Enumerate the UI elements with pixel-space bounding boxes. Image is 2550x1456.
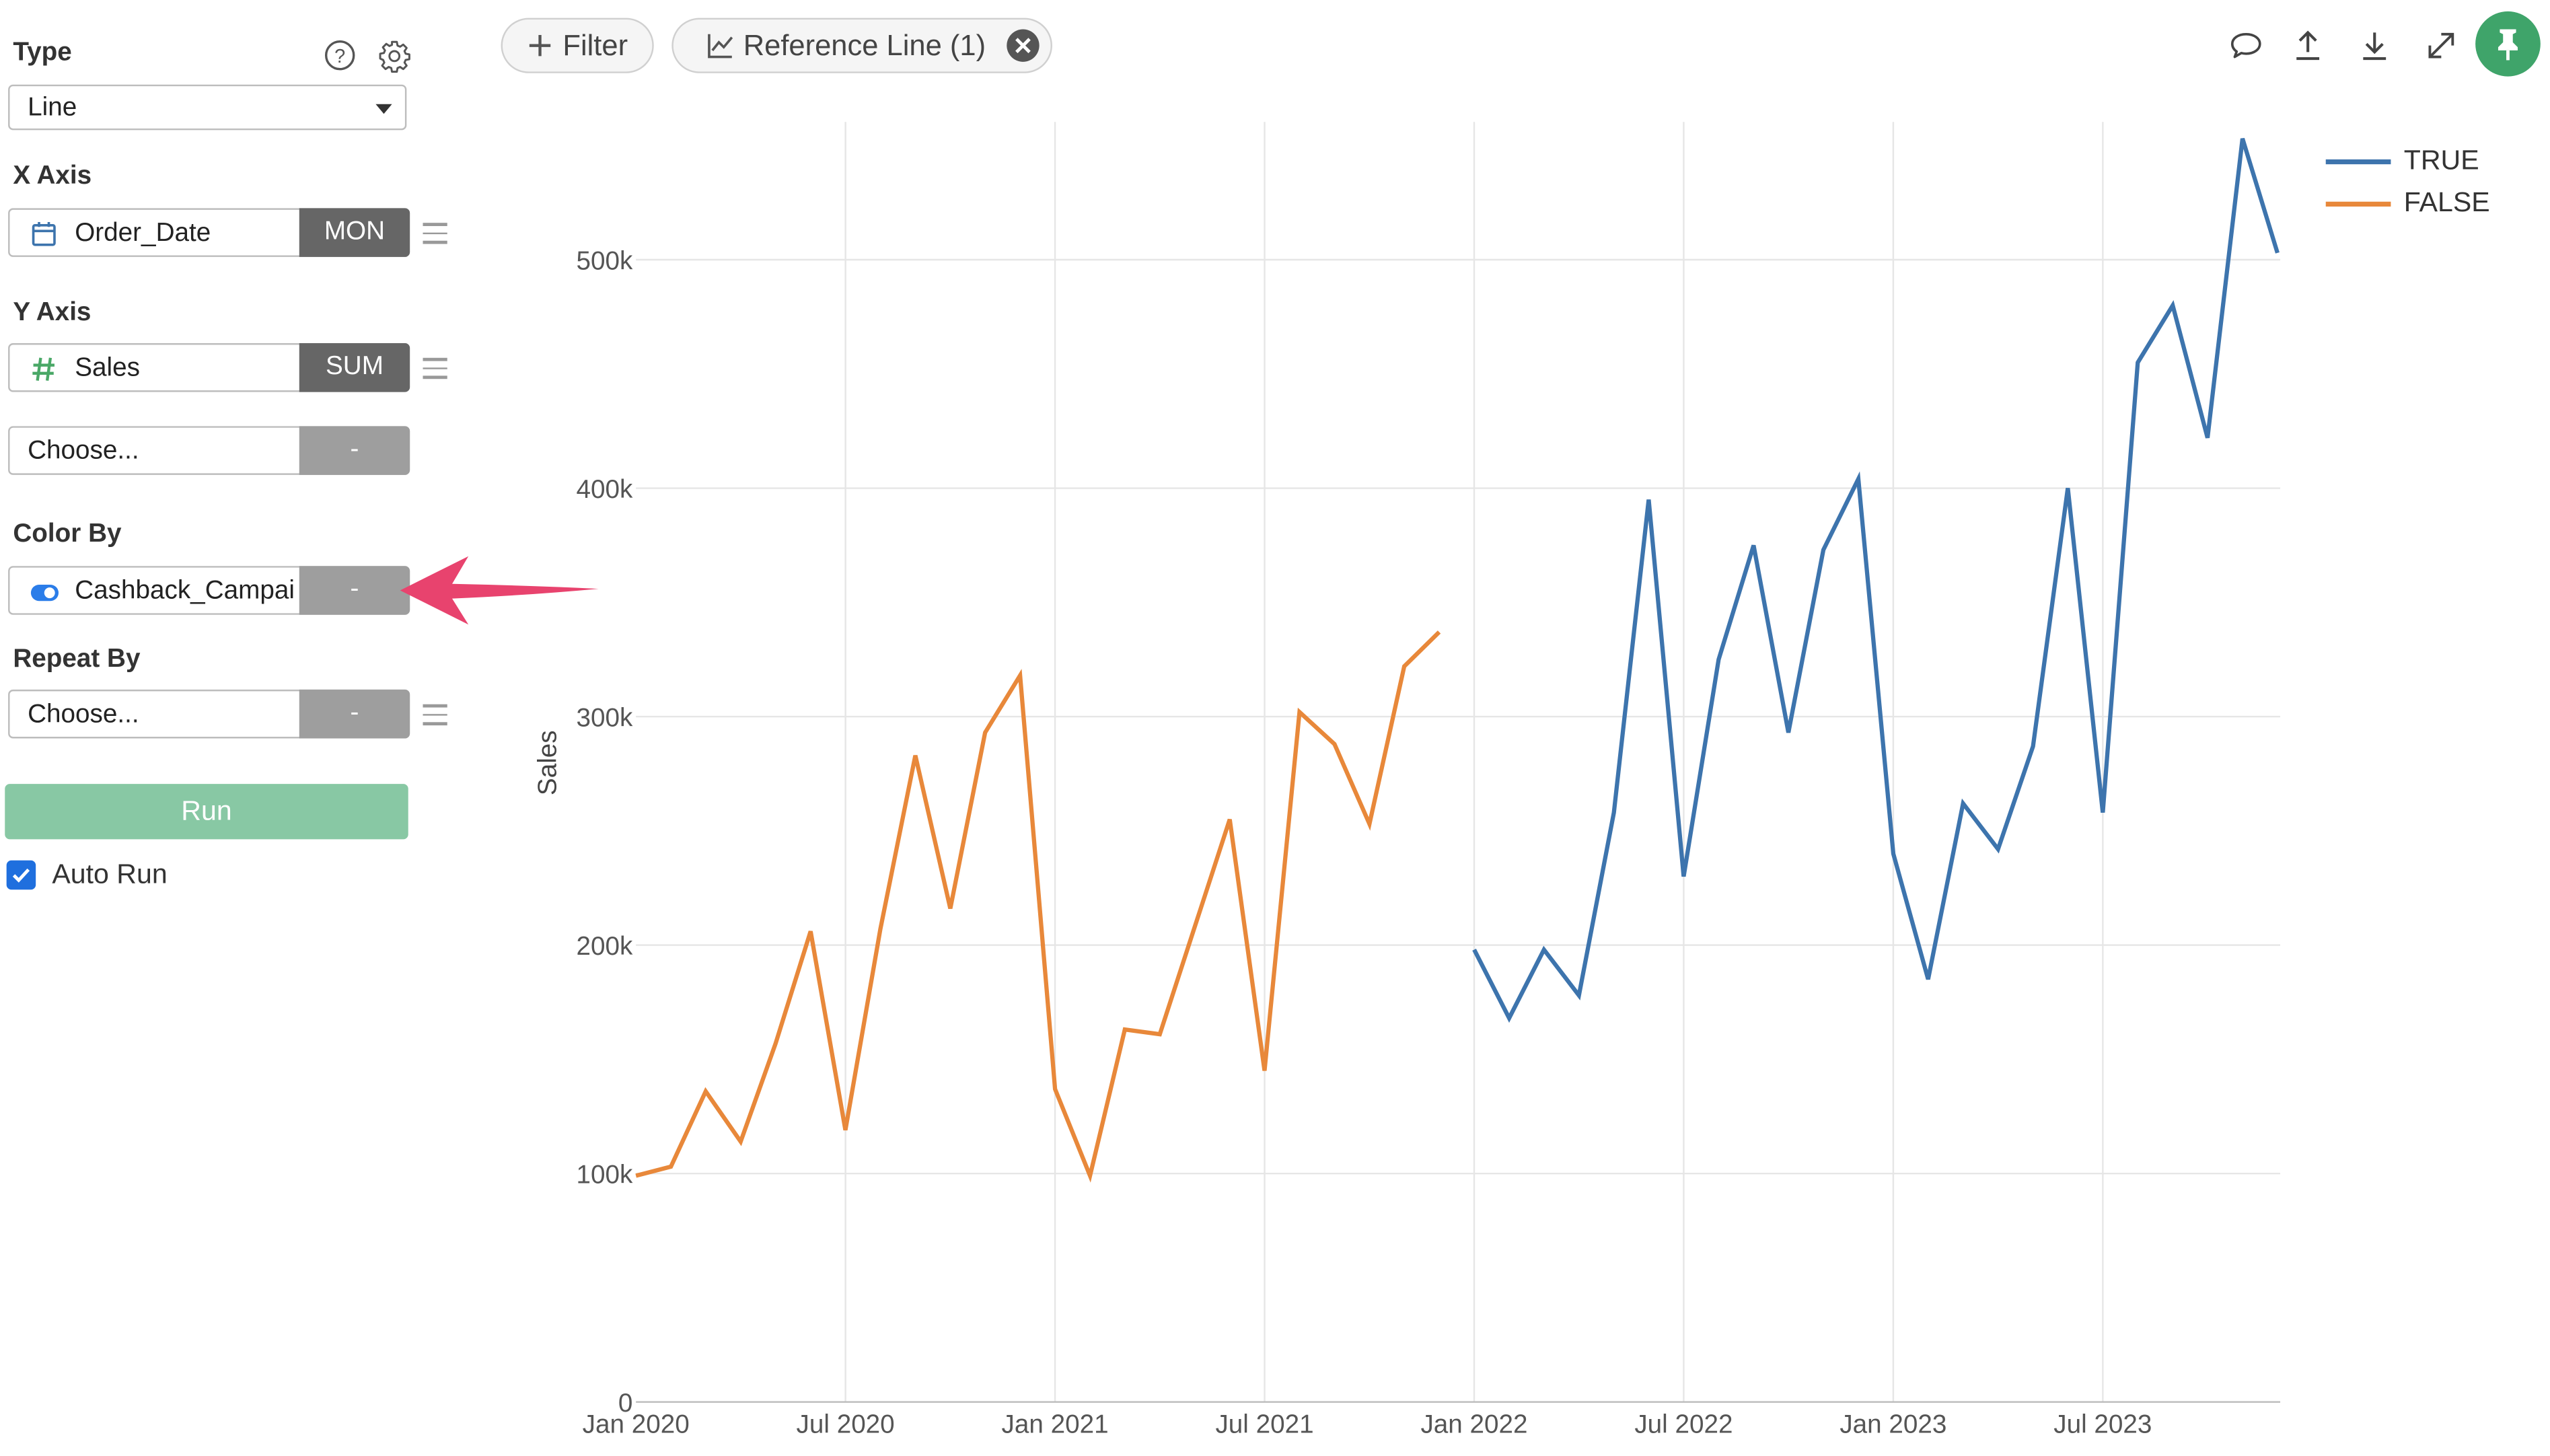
x-tick-label: Jul 2020 [797,1410,895,1439]
y-tick-label: 300k [577,704,633,733]
y-axis-title: Sales [534,730,562,795]
legend-swatch-false [2325,201,2391,206]
y-axis-label: Y Axis [13,299,92,327]
line-chart-icon [708,34,733,59]
repeat-by-menu-icon[interactable] [423,704,447,725]
pin-icon [2498,29,2518,61]
x-axis-aggregation-button[interactable]: MON [299,208,410,257]
y-tick-label: 0 [618,1389,633,1418]
y-axis-field-name: Sales [75,354,140,383]
x-axis-field-name: Order_Date [75,219,211,248]
y-axis-second-aggregation-button[interactable]: - [299,426,410,475]
svg-text:?: ? [334,46,345,67]
hash-icon [32,357,54,381]
series-line-true [1472,138,2280,1023]
repeat-by-placeholder: Choose... [28,700,139,729]
chart-type-select[interactable]: Line [8,84,407,131]
y-tick-label: 500k [577,246,633,275]
auto-run-label: Auto Run [52,859,168,890]
chart-config-sidebar: Type ? Line X Axis Order_Date MON Y Axis… [0,0,472,1455]
x-tick-label: Jan 2022 [1420,1410,1527,1439]
x-axis-label: X Axis [13,162,92,190]
y-axis-field[interactable]: Sales SUM [8,343,410,392]
chevron-down-icon [375,104,392,114]
x-axis-field[interactable]: Order_Date MON [8,208,410,257]
y-axis-menu-icon[interactable] [423,357,447,379]
filter-button[interactable]: Filter [501,17,654,73]
run-button[interactable]: Run [5,784,408,840]
color-by-aggregation-button[interactable]: - [299,566,410,615]
help-icon[interactable]: ? [324,39,356,71]
reference-line-chip[interactable]: Reference Line (1) [671,17,1052,73]
x-axis-menu-icon[interactable] [423,223,447,244]
x-tick-label: Jul 2023 [2053,1410,2152,1439]
y-axis-aggregation-button[interactable]: SUM [299,343,410,392]
y-tick-label: 400k [577,475,633,504]
y-tick-label: 100k [577,1161,633,1190]
legend-item-false[interactable]: FALSE [2325,182,2490,225]
legend-swatch-true [2325,158,2391,163]
x-tick-label: Jul 2022 [1634,1410,1733,1439]
toggle-icon [30,585,59,602]
legend-label-false: FALSE [2403,186,2490,218]
auto-run-checkbox[interactable] [6,860,36,890]
chart-legend: TRUE FALSE [2325,140,2490,225]
pin-button[interactable] [2475,11,2541,77]
x-tick-label: Jan 2021 [1002,1410,1109,1439]
checkmark-icon [12,868,30,883]
auto-run-option: Auto Run [6,859,168,891]
filter-label: Filter [562,28,628,61]
repeat-by-aggregation-button[interactable]: - [299,689,410,739]
color-by-label: Color By [13,520,122,548]
download-icon[interactable] [2357,28,2393,63]
close-icon[interactable] [1005,28,1041,63]
line-chart: 0 100k 200k 300k 400k 500k Jan 2020 Jul 2020 Jan… [534,122,2281,1439]
y-tick-label: 200k [577,932,633,961]
legend-item-true[interactable]: TRUE [2325,140,2490,182]
repeat-by-field[interactable]: Choose... - [8,689,410,739]
x-tick-label: Jan 2023 [1839,1410,1946,1439]
series-line-false [635,630,1441,1183]
x-tick-label: Jul 2021 [1215,1410,1313,1439]
calendar-icon [32,221,56,246]
y-axis-second-placeholder: Choose... [28,437,139,466]
type-label: Type [13,39,72,67]
reference-line-label: Reference Line (1) [743,28,986,61]
legend-label-true: TRUE [2403,145,2479,176]
chart-type-value: Line [28,94,77,122]
x-tick-label: Jan 2020 [583,1410,690,1439]
y-axis-second-field[interactable]: Choose... - [8,426,410,475]
annotation-arrow-icon [400,556,599,625]
comment-icon[interactable] [2228,28,2264,63]
repeat-by-label: Repeat By [13,645,141,674]
plus-icon [529,34,551,57]
expand-icon[interactable] [2424,28,2459,63]
color-by-field[interactable]: Cashback_Campai - [8,566,410,615]
upload-icon[interactable] [2290,28,2326,63]
color-by-field-name: Cashback_Campai [75,577,295,606]
gear-icon[interactable] [377,39,412,73]
